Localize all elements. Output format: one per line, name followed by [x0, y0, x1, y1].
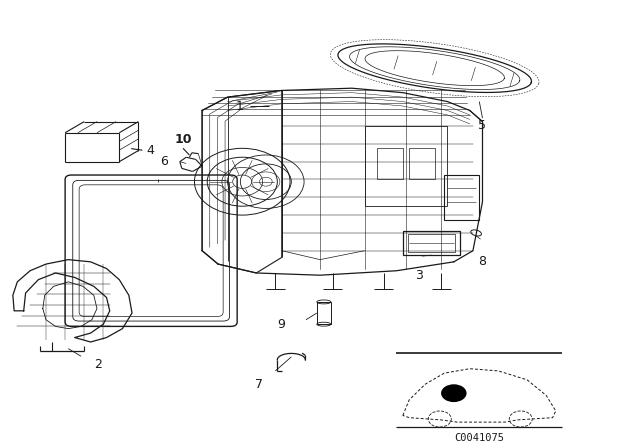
- Text: 4: 4: [146, 144, 154, 157]
- Text: 8: 8: [479, 255, 486, 268]
- Circle shape: [441, 384, 467, 402]
- Text: 9: 9: [277, 318, 285, 331]
- Text: 2: 2: [94, 358, 102, 370]
- Bar: [378, 148, 403, 180]
- Text: 6: 6: [160, 155, 168, 168]
- Bar: [403, 231, 460, 255]
- Text: 7: 7: [255, 378, 262, 391]
- Text: 10: 10: [174, 133, 192, 146]
- Text: 1: 1: [236, 99, 244, 112]
- Bar: [365, 126, 447, 206]
- Bar: [408, 234, 455, 252]
- Text: 3: 3: [415, 268, 422, 281]
- Bar: [444, 175, 479, 220]
- Bar: [317, 302, 331, 324]
- Text: 5: 5: [479, 119, 486, 132]
- Text: C0041075: C0041075: [454, 433, 504, 443]
- Bar: [409, 148, 435, 180]
